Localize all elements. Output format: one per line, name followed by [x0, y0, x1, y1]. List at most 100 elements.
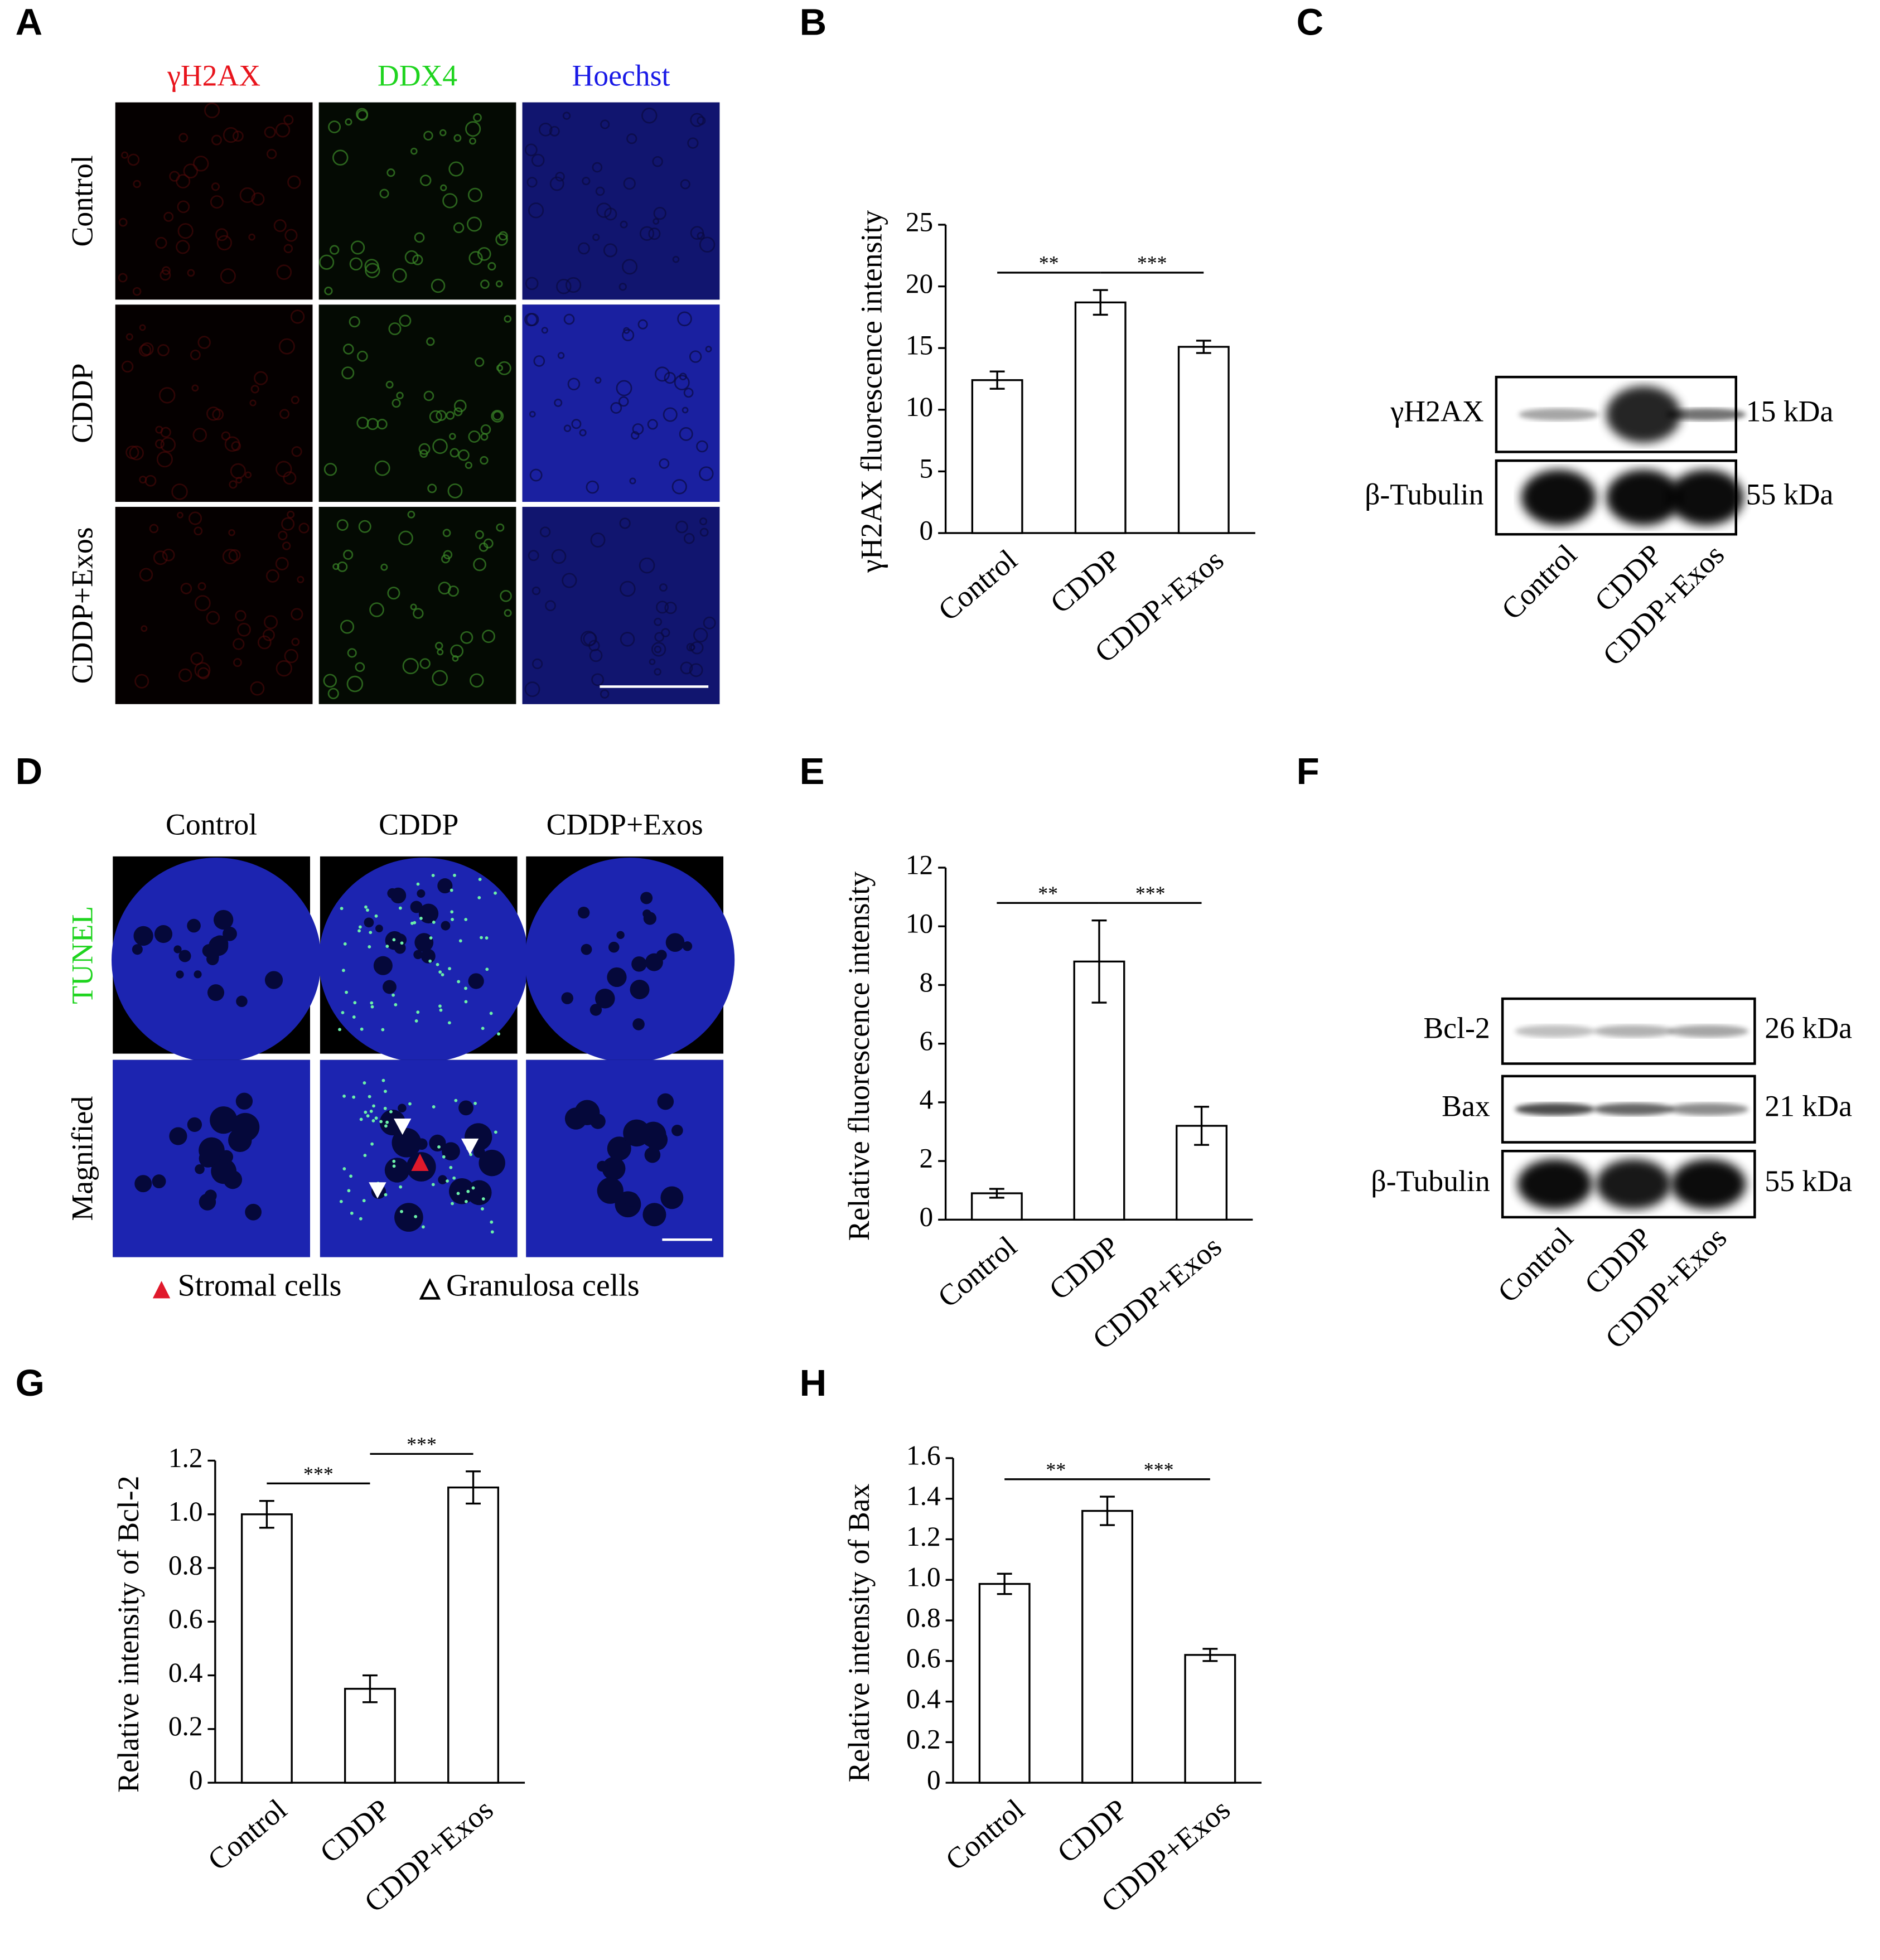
follicle	[597, 1177, 624, 1204]
x-tick-label: CDDP	[313, 1793, 396, 1870]
tunel-signal	[352, 1015, 356, 1019]
cell	[153, 550, 168, 565]
cell	[298, 522, 310, 534]
tunel-signal	[429, 936, 433, 940]
cell	[697, 231, 705, 240]
cell	[176, 240, 190, 254]
cell	[380, 563, 388, 571]
tunel-signal	[458, 939, 462, 943]
cell	[266, 148, 277, 159]
cell	[619, 517, 631, 529]
bar	[1074, 301, 1127, 534]
follicle	[642, 1203, 666, 1227]
follicle	[373, 956, 393, 975]
cell	[442, 193, 458, 209]
follicle	[199, 1149, 217, 1168]
cell	[479, 542, 489, 552]
cell	[541, 327, 548, 334]
cell	[653, 206, 666, 220]
cell	[436, 410, 447, 421]
bar	[447, 1486, 499, 1784]
tunel-signal	[452, 1176, 456, 1180]
cell	[125, 333, 133, 341]
cell	[278, 338, 295, 355]
follicle	[643, 912, 657, 925]
cell	[557, 352, 565, 359]
follicle	[595, 988, 615, 1009]
cell	[162, 266, 171, 275]
significance-text: ***	[407, 1433, 437, 1455]
cell	[419, 449, 428, 458]
cell	[410, 603, 417, 611]
cell	[223, 127, 239, 143]
band	[1668, 1025, 1749, 1038]
panel-label: A	[16, 2, 42, 43]
band-size: 55 kDa	[1746, 478, 1834, 511]
tunel-signal	[340, 907, 344, 911]
cell	[139, 568, 153, 582]
cell	[532, 658, 543, 670]
cell	[287, 175, 301, 189]
cell	[350, 240, 365, 255]
cell	[402, 657, 419, 675]
follicle	[421, 948, 436, 964]
cell	[442, 529, 451, 538]
follicle	[418, 903, 439, 924]
legend-text: Stromal cells	[178, 1268, 342, 1303]
cell	[177, 223, 194, 239]
cell	[582, 177, 591, 186]
tunel-signal	[431, 1183, 435, 1187]
panel-label: F	[1297, 751, 1320, 792]
tunel-signal	[442, 1155, 446, 1159]
cell	[639, 226, 655, 241]
column-title: γH2AX	[167, 59, 260, 92]
tunel-signal	[414, 1019, 418, 1023]
column-title: Control	[166, 808, 257, 841]
cell	[699, 527, 709, 537]
cell	[453, 399, 467, 413]
cell	[525, 277, 539, 291]
cell	[693, 627, 708, 643]
granulosa-arrow	[394, 1119, 412, 1135]
follicle	[214, 909, 234, 930]
tunel-signal	[414, 1214, 418, 1218]
cell	[699, 236, 716, 253]
cell	[178, 668, 192, 683]
cell	[524, 143, 538, 157]
cell	[654, 617, 663, 626]
cell	[674, 375, 690, 391]
follicle	[589, 1004, 602, 1016]
cell	[500, 590, 512, 602]
cell	[222, 549, 238, 564]
band-size: 26 kDa	[1765, 1012, 1852, 1045]
tunel-signal	[494, 891, 497, 895]
follicle	[206, 952, 219, 966]
cell	[475, 530, 484, 539]
cell	[413, 608, 424, 619]
follicle	[209, 936, 229, 956]
cell	[133, 180, 141, 188]
follicle	[646, 1129, 668, 1151]
cell	[533, 355, 545, 367]
follicle	[429, 1134, 446, 1151]
follicle	[245, 1203, 262, 1221]
y-tick-label: 0.2	[906, 1724, 941, 1755]
tunel-signal	[368, 945, 371, 948]
cell	[278, 530, 288, 540]
stromal-arrow	[411, 1153, 429, 1172]
follicle	[207, 984, 225, 1001]
cell	[392, 399, 401, 408]
cell	[232, 130, 244, 142]
cell	[160, 427, 171, 438]
panel-label: C	[1297, 2, 1324, 43]
cell	[563, 424, 572, 432]
cell	[122, 360, 134, 373]
cell	[604, 207, 617, 221]
cell	[127, 153, 140, 166]
cell	[622, 328, 635, 341]
follicle	[195, 1164, 205, 1174]
cell	[290, 309, 305, 324]
cell	[340, 620, 355, 634]
tunel-signal	[366, 1114, 370, 1118]
